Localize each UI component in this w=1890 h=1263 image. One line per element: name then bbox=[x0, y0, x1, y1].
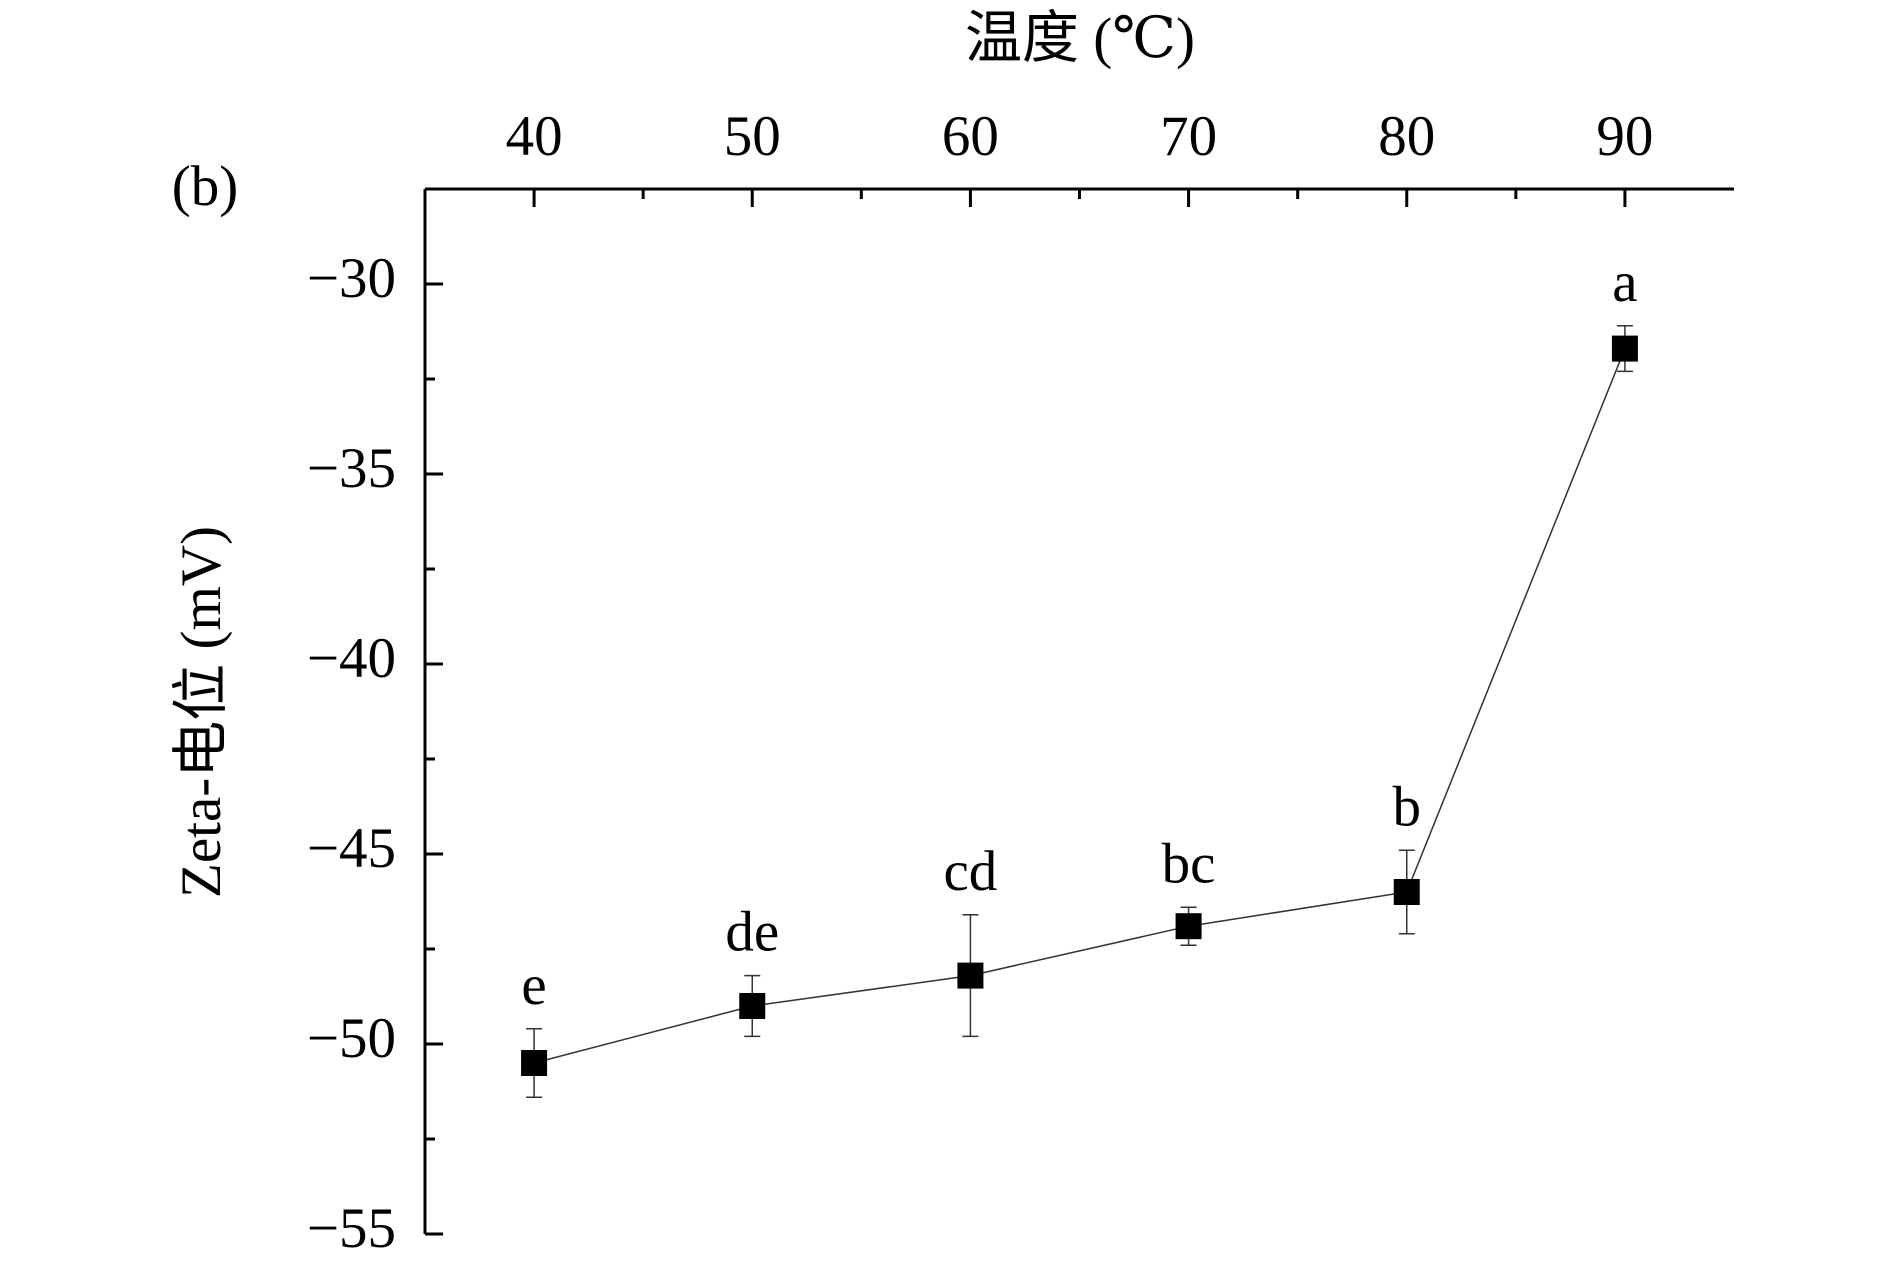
y-tick-label: −30 bbox=[307, 247, 396, 310]
y-tick-label: −45 bbox=[307, 817, 396, 880]
y-tick-label: −50 bbox=[307, 1007, 396, 1070]
data-annotation: b bbox=[1393, 775, 1422, 838]
data-point bbox=[1393, 879, 1420, 905]
data-annotation: bc bbox=[1162, 832, 1216, 895]
x-axis-title: 温度 (℃) bbox=[965, 7, 1195, 70]
y-axis-title: Zeta-电位 (mV) bbox=[170, 526, 233, 898]
x-tick-label: 60 bbox=[942, 105, 999, 168]
y-tick-label: −40 bbox=[307, 627, 396, 690]
data-point bbox=[1175, 913, 1202, 940]
data-annotation: cd bbox=[944, 840, 998, 903]
x-tick-label: 70 bbox=[1160, 105, 1217, 168]
x-tick-label: 80 bbox=[1378, 105, 1435, 168]
data-annotation: e bbox=[521, 954, 546, 1017]
data-point bbox=[957, 962, 984, 989]
x-tick-label: 40 bbox=[506, 105, 563, 168]
panel-label: (b) bbox=[172, 155, 238, 218]
data-annotation: de bbox=[725, 901, 779, 964]
y-tick-label: −35 bbox=[307, 437, 396, 500]
x-tick-label: 50 bbox=[724, 105, 781, 168]
x-tick-label: 90 bbox=[1596, 105, 1653, 168]
data-point bbox=[1611, 335, 1638, 362]
y-tick-label: −55 bbox=[307, 1197, 396, 1260]
data-point bbox=[739, 993, 766, 1019]
data-point bbox=[521, 1050, 548, 1076]
data-annotation: a bbox=[1612, 251, 1637, 314]
data-line bbox=[533, 348, 1626, 1064]
